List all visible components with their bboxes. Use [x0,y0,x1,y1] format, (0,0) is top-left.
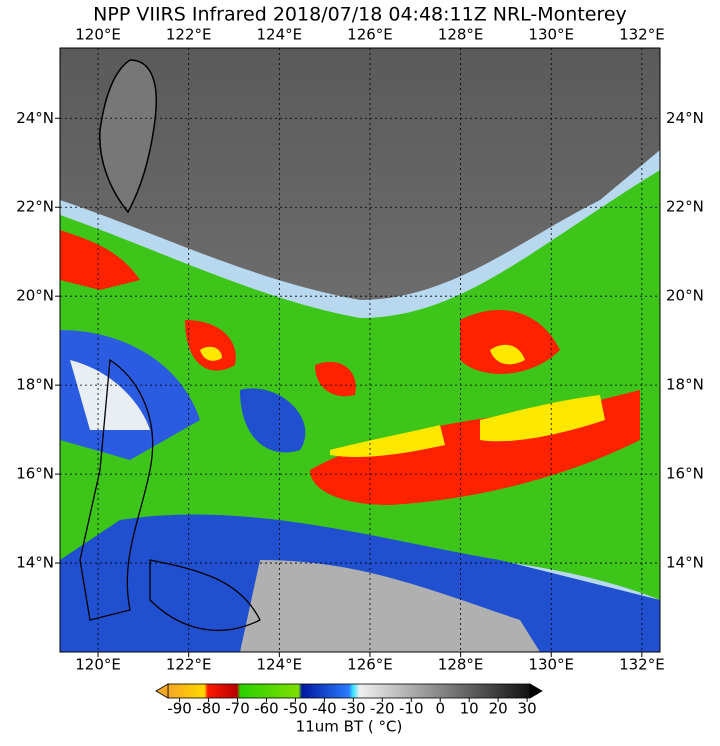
lat-tick-label: 18°N [16,376,54,394]
satellite-image [60,48,660,652]
lon-tick-label: 124°E [257,656,303,674]
lon-tick-label: 128°E [438,656,484,674]
lat-tick-label: 14°N [666,554,704,572]
colorbar-tick-label: 10 [460,700,479,718]
lat-tick-label: 16°N [666,465,704,483]
lon-tick-label: 132°E [619,656,665,674]
colorbar-tick-label: -80 [196,700,221,718]
lat-tick-label: 22°N [666,198,704,216]
lon-tick-label: 124°E [257,26,303,44]
colorbar-tick-label: -10 [399,700,424,718]
lon-tick-label: 126°E [347,26,393,44]
colorbar-tick-label: 0 [435,700,445,718]
lon-tick-label: 120°E [75,656,121,674]
colorbar-tick-label: 20 [489,700,508,718]
lon-tick-label: 122°E [166,656,212,674]
lon-tick-label: 120°E [75,26,121,44]
colorbar-tick-label: -30 [341,700,366,718]
colorbar-label: 11um BT ( °C) [296,718,403,736]
lat-tick-label: 20°N [16,287,54,305]
colorbar-tick-label: 30 [518,700,537,718]
lon-tick-label: 130°E [528,656,574,674]
colorbar-tick-label: -90 [167,700,192,718]
lat-tick-label: 14°N [16,554,54,572]
lon-tick-label: 122°E [166,26,212,44]
colorbar-tick-label: -20 [370,700,395,718]
colorbar-tick-label: -60 [254,700,279,718]
lat-tick-label: 20°N [666,287,704,305]
lat-tick-label: 24°N [16,109,54,127]
colorbar-tick-label: -50 [283,700,308,718]
colorbar [155,683,543,699]
colorbar-tick-label: -70 [225,700,250,718]
lon-tick-label: 132°E [619,26,665,44]
lat-tick-label: 24°N [666,109,704,127]
lat-tick-label: 22°N [16,198,54,216]
lat-tick-label: 16°N [16,465,54,483]
lon-tick-label: 128°E [438,26,484,44]
colorbar-tick-label: -40 [312,700,337,718]
lat-tick-label: 18°N [666,376,704,394]
lon-tick-label: 130°E [528,26,574,44]
title: NPP VIIRS Infrared 2018/07/18 04:48:11Z … [93,4,627,26]
map-frame [59,47,661,653]
lon-tick-label: 126°E [347,656,393,674]
